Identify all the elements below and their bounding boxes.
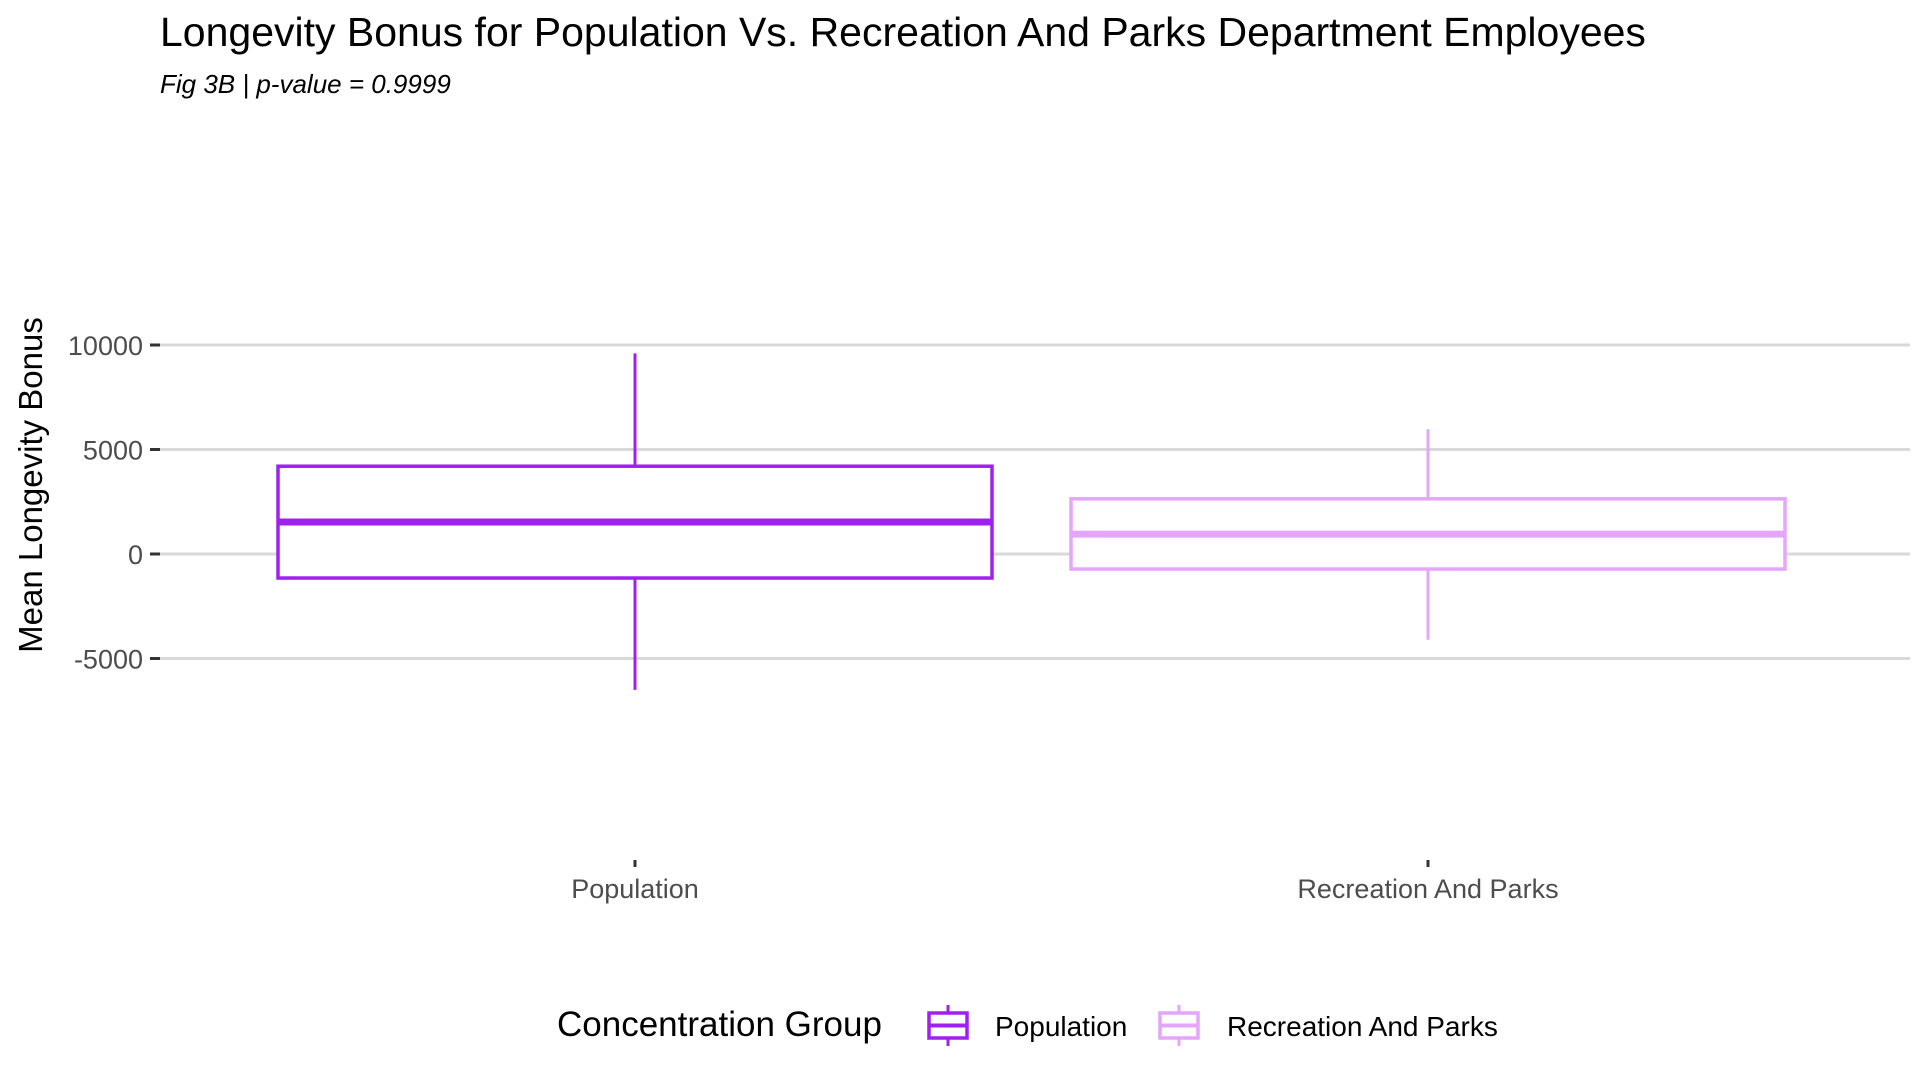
y-tick-label: 5000 [83,436,143,466]
y-axis-ticks: 10000 5000 0 -5000 [68,331,160,675]
box-population [276,353,994,690]
legend-item-recreation-and-parks: Recreation And Parks [1158,1005,1498,1046]
chart-subtitle: Fig 3B | p-value = 0.9999 [160,69,451,99]
legend-title: Concentration Group [557,1005,882,1044]
legend-items: Population Recreation And Parks [927,1005,1498,1046]
x-axis-ticks: Population Recreation And Parks [571,860,1559,904]
y-tick-label: 0 [128,540,143,570]
chart-title: Longevity Bonus for Population Vs. Recre… [160,9,1646,55]
y-axis-title: Mean Longevity Bonus [12,317,49,653]
legend-label: Population [995,1011,1127,1042]
y-tick-label: -5000 [74,645,143,675]
legend-label: Recreation And Parks [1227,1011,1498,1042]
y-tick-label: 10000 [68,331,143,361]
box-recreation-and-parks [1069,429,1787,640]
legend: Concentration Group Population Recreation… [557,1005,1498,1046]
boxes [276,353,1787,690]
x-tick-label: Recreation And Parks [1297,874,1558,904]
x-tick-label: Population [571,874,699,904]
legend-item-population: Population [927,1005,1127,1046]
